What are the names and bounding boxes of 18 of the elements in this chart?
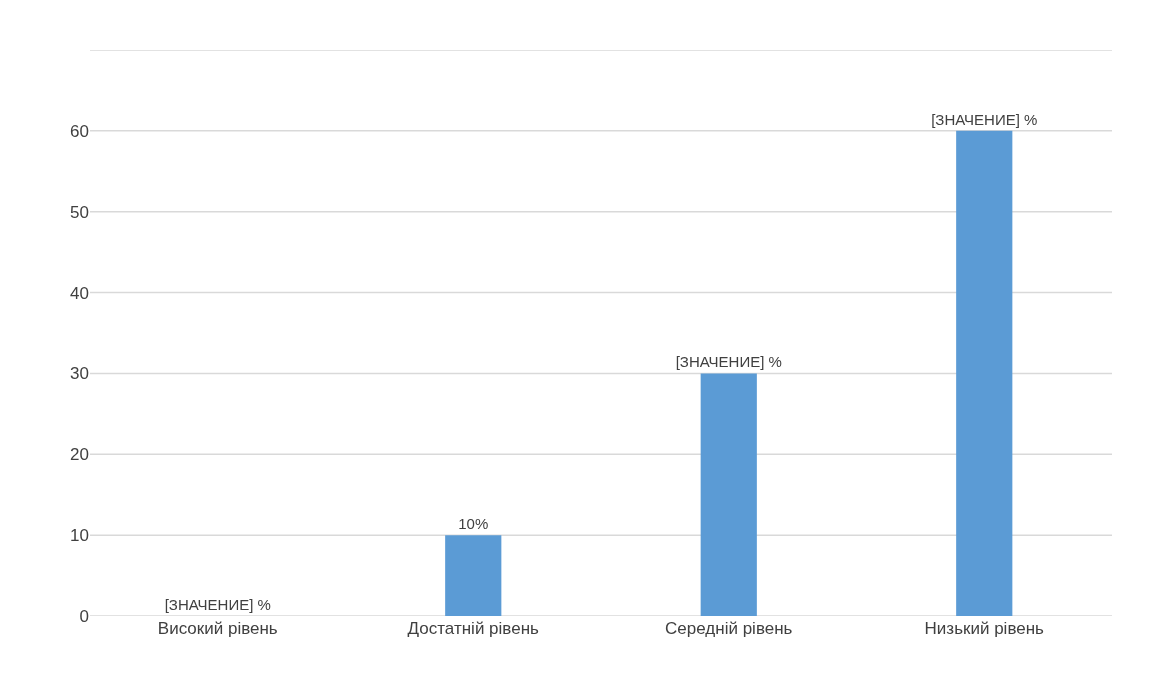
bar — [700, 373, 757, 616]
x-tick-label: Середній рівень — [665, 619, 793, 638]
x-tick-label: Низький рівень — [924, 619, 1045, 638]
data-label: [ЗНАЧЕНИЕ] % — [675, 353, 782, 371]
x-tick-label: Достатній рівень — [407, 619, 540, 638]
y-tick-label: 0 — [79, 606, 89, 626]
y-tick-label: 60 — [70, 121, 89, 141]
y-tick-label: 40 — [70, 283, 89, 303]
y-tick-label: 30 — [70, 364, 89, 384]
data-label: [ЗНАЧЕНИЕ] % — [931, 110, 1038, 128]
y-tick-label: 10 — [70, 526, 89, 546]
y-tick-label: 20 — [70, 445, 89, 465]
x-tick-label: Високий рівень — [157, 619, 278, 638]
bar — [956, 130, 1013, 616]
y-tick-label: 50 — [70, 202, 89, 222]
data-label: [ЗНАЧЕНИЕ] % — [164, 596, 271, 613]
data-label: 10% — [458, 515, 489, 533]
bar — [445, 535, 502, 616]
